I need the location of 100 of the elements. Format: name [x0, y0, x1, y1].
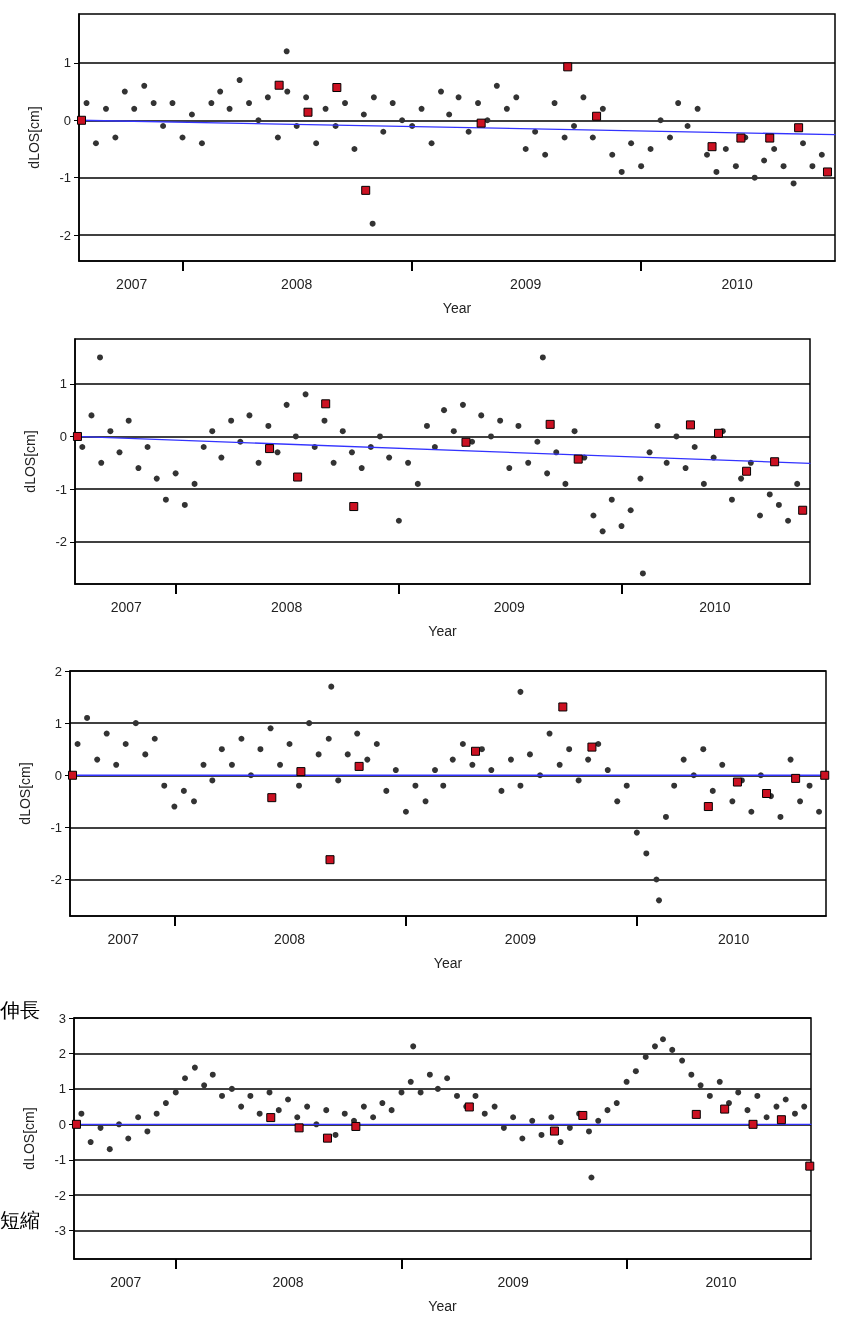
- point: [776, 1115, 786, 1125]
- point: [351, 1121, 361, 1131]
- y-tick-label: 1: [58, 1081, 66, 1097]
- point: [349, 502, 359, 512]
- point: [578, 1110, 588, 1120]
- point: [267, 793, 277, 803]
- point: [332, 83, 342, 93]
- point: [539, 354, 546, 361]
- point: [736, 133, 746, 143]
- point: [325, 855, 335, 865]
- point: [732, 777, 742, 787]
- y-tick-label: 2: [54, 663, 62, 679]
- point: [265, 444, 275, 454]
- y-axis-title: dLOS[cm]: [17, 762, 33, 825]
- point: [361, 185, 371, 195]
- x-tick-label: 2010: [721, 276, 753, 292]
- point: [820, 770, 830, 780]
- point: [328, 683, 335, 690]
- point: [274, 80, 284, 90]
- y-tick-label: -1: [59, 170, 71, 186]
- point: [294, 1123, 304, 1133]
- point: [573, 454, 583, 464]
- y-axis-title: dLOS[cm]: [21, 1107, 37, 1170]
- point: [266, 1113, 276, 1123]
- point: [354, 761, 364, 771]
- y-tick-label: 0: [58, 1116, 66, 1132]
- point: [410, 1043, 417, 1050]
- x-tick-label: 2007: [110, 1274, 142, 1290]
- y-axis-title: dLOS[cm]: [22, 430, 38, 493]
- x-tick-label: 2009: [493, 599, 526, 615]
- y-axis-title: dLOS[cm]: [26, 106, 42, 169]
- x-axis-title: Year: [433, 955, 463, 971]
- point: [770, 457, 780, 467]
- point: [691, 1109, 701, 1119]
- point: [720, 1104, 730, 1114]
- point: [322, 1133, 332, 1143]
- text: 短縮: [0, 1209, 40, 1231]
- x-tick-label: 2010: [705, 1274, 737, 1290]
- y-tick-label: -2: [50, 872, 62, 888]
- text: 伸長: [0, 999, 40, 1021]
- y-tick-label: 1: [59, 376, 67, 392]
- point: [707, 142, 717, 152]
- y-tick-label: 0: [63, 112, 71, 128]
- x-tick-label: 2009: [510, 276, 542, 292]
- point: [471, 746, 481, 756]
- y-tick-label: -1: [54, 1152, 66, 1168]
- x-axis-title: Year: [428, 1298, 457, 1314]
- point: [563, 62, 573, 72]
- x-tick-label: 2008: [273, 931, 306, 947]
- point: [791, 773, 801, 783]
- y-tick-label: 2: [58, 1045, 66, 1061]
- point: [558, 702, 568, 712]
- y-tick-label: 1: [63, 55, 71, 71]
- point: [476, 118, 486, 128]
- point: [587, 742, 597, 752]
- point: [794, 123, 804, 133]
- x-tick-label: 2010: [718, 931, 750, 947]
- point: [639, 570, 646, 577]
- point: [517, 688, 524, 695]
- point: [714, 428, 724, 438]
- y-tick-label: -2: [55, 534, 67, 550]
- point: [805, 1161, 815, 1171]
- point: [762, 789, 772, 798]
- point: [655, 897, 662, 904]
- y-tick-label: -3: [54, 1223, 66, 1239]
- point: [798, 505, 808, 515]
- point: [464, 1102, 474, 1112]
- y-tick-label: -1: [55, 481, 67, 497]
- point: [588, 1174, 595, 1181]
- x-tick-label: 2007: [116, 276, 148, 292]
- y-tick-label: 0: [54, 767, 62, 783]
- point: [765, 133, 775, 143]
- point: [321, 399, 331, 409]
- point: [293, 472, 303, 482]
- y-tick-label: 1: [54, 715, 62, 731]
- x-tick-label: 2007: [107, 931, 139, 947]
- x-tick-label: 2008: [281, 276, 313, 292]
- point: [545, 419, 555, 429]
- y-tick-label: 3: [58, 1010, 66, 1026]
- point: [549, 1126, 559, 1136]
- point: [296, 767, 306, 777]
- x-tick-label: 2008: [272, 1274, 304, 1290]
- point: [592, 111, 602, 121]
- point: [461, 437, 471, 447]
- y-tick-label: -1: [50, 819, 62, 835]
- x-tick-label: 2008: [271, 599, 303, 615]
- point: [685, 420, 695, 430]
- x-axis-title: Year: [428, 623, 457, 639]
- x-tick-label: 2009: [504, 931, 537, 947]
- x-tick-label: 2010: [699, 599, 731, 615]
- y-tick-label: 0: [59, 428, 67, 444]
- x-axis-title: Year: [442, 300, 472, 316]
- x-tick-label: 2009: [497, 1274, 529, 1290]
- point: [303, 107, 313, 117]
- point: [68, 770, 78, 780]
- y-tick-label: -2: [54, 1187, 66, 1203]
- point: [703, 802, 713, 812]
- point: [369, 220, 376, 227]
- point: [742, 466, 752, 476]
- x-tick-label: 2007: [110, 599, 143, 615]
